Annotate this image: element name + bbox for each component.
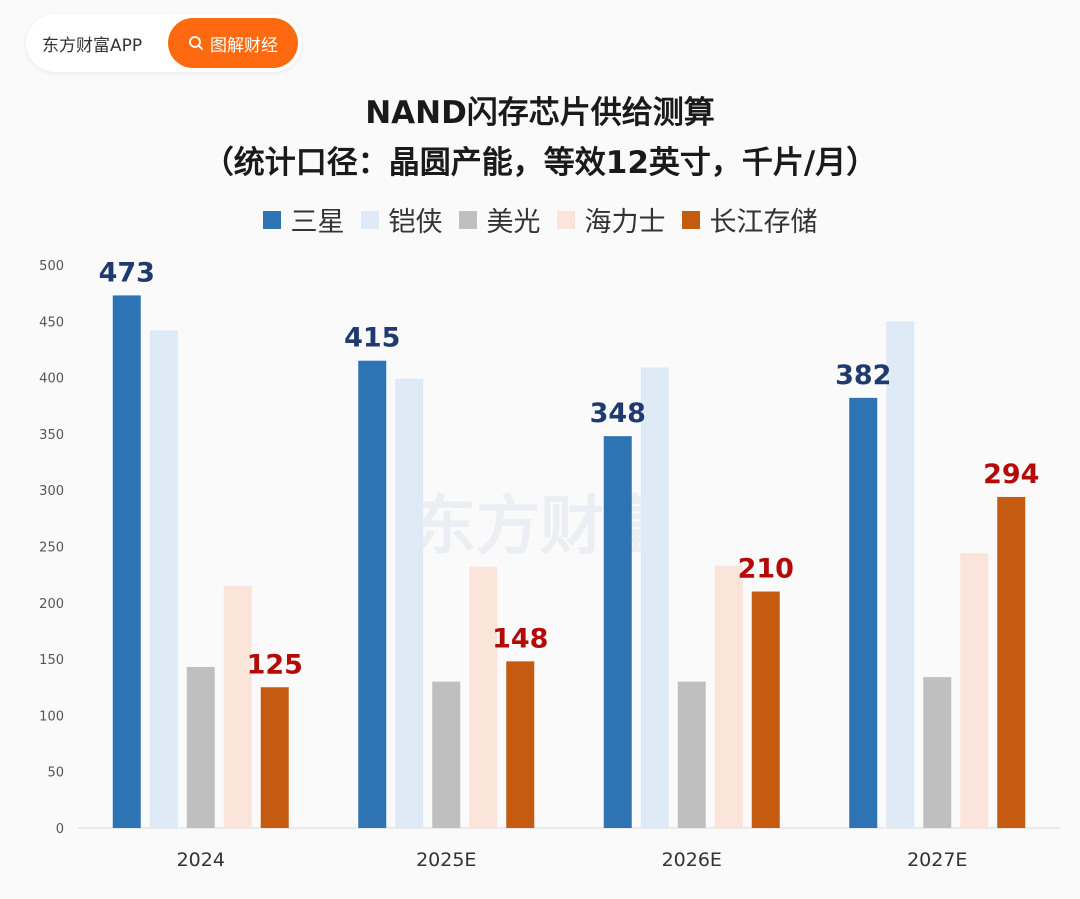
illustrated-finance-label: 图解财经 bbox=[210, 35, 278, 56]
bar-2-1 bbox=[432, 681, 461, 828]
chart-legend: 三星 铠侠 美光 海力士 长江存储 bbox=[0, 200, 1080, 239]
y-tick-label: 200 bbox=[39, 597, 64, 612]
bar-2-3 bbox=[923, 677, 952, 828]
legend-label: 美光 bbox=[486, 207, 541, 238]
bar-0-3 bbox=[849, 397, 878, 828]
chart-title-line1: NAND闪存芯片供给测算 bbox=[365, 95, 715, 131]
legend-label: 海力士 bbox=[584, 207, 666, 238]
bar-3-0 bbox=[223, 585, 252, 828]
bar-1-0 bbox=[149, 330, 178, 828]
legend-label: 铠侠 bbox=[388, 207, 443, 238]
legend-label: 三星 bbox=[290, 207, 345, 238]
bar-2-0 bbox=[186, 666, 215, 828]
app-badge: 东方财富APP 图解财经 bbox=[26, 14, 302, 72]
x-tick-label: 2026E bbox=[662, 849, 722, 871]
y-tick-label: 0 bbox=[56, 822, 64, 837]
x-tick-label: 2025E bbox=[416, 849, 476, 871]
bar-4-1 bbox=[506, 661, 535, 828]
bar-3-1 bbox=[469, 566, 498, 828]
legend-swatch bbox=[458, 210, 477, 229]
data-label: 382 bbox=[835, 360, 891, 391]
data-label: 473 bbox=[99, 257, 155, 288]
y-tick-label: 50 bbox=[47, 766, 64, 781]
legend-label: 长江存储 bbox=[709, 207, 818, 238]
y-tick-label: 150 bbox=[39, 653, 64, 668]
bar-0-2 bbox=[603, 436, 632, 828]
legend-swatch bbox=[360, 210, 379, 229]
data-label: 348 bbox=[590, 398, 646, 429]
legend-item-3: 海力士 bbox=[556, 200, 666, 239]
x-tick-label: 2027E bbox=[907, 849, 967, 871]
y-tick-label: 500 bbox=[39, 259, 64, 274]
bar-0-0 bbox=[112, 295, 141, 829]
legend-item-2: 美光 bbox=[458, 200, 541, 239]
bar-4-0 bbox=[260, 687, 289, 828]
data-label: 294 bbox=[983, 459, 1039, 490]
bar-1-2 bbox=[640, 367, 669, 828]
bar-2-2 bbox=[677, 681, 706, 828]
chart-title: NAND闪存芯片供给测算 （统计口径：晶圆产能，等效12英寸，千片/月） bbox=[0, 88, 1080, 188]
bar-1-3 bbox=[886, 321, 915, 828]
illustrated-finance-button[interactable]: 图解财经 bbox=[168, 18, 298, 68]
x-tick-label: 2024 bbox=[177, 849, 225, 871]
data-label: 125 bbox=[247, 649, 303, 680]
legend-item-4: 长江存储 bbox=[681, 200, 818, 239]
chart-title-line2: （统计口径：晶圆产能，等效12英寸，千片/月） bbox=[202, 145, 878, 181]
y-tick-label: 100 bbox=[39, 709, 64, 724]
y-tick-label: 400 bbox=[39, 372, 64, 387]
y-tick-label: 350 bbox=[39, 428, 64, 443]
app-name: 东方财富APP bbox=[42, 35, 143, 56]
bar-3-2 bbox=[714, 565, 743, 828]
legend-swatch bbox=[262, 210, 281, 229]
legend-item-1: 铠侠 bbox=[360, 200, 443, 239]
bar-3-3 bbox=[960, 553, 989, 828]
bar-4-3 bbox=[997, 496, 1026, 828]
legend-swatch bbox=[556, 210, 575, 229]
y-tick-label: 300 bbox=[39, 484, 64, 499]
data-label: 415 bbox=[344, 323, 400, 354]
y-tick-label: 450 bbox=[39, 315, 64, 330]
bar-4-2 bbox=[751, 591, 780, 828]
bar-0-1 bbox=[358, 360, 387, 828]
bar-1-1 bbox=[395, 378, 424, 828]
legend-item-0: 三星 bbox=[262, 200, 345, 239]
legend-swatch bbox=[681, 210, 700, 229]
search-icon bbox=[189, 36, 203, 50]
data-label: 210 bbox=[738, 554, 794, 585]
data-label: 148 bbox=[492, 623, 548, 654]
y-tick-label: 250 bbox=[39, 541, 64, 556]
